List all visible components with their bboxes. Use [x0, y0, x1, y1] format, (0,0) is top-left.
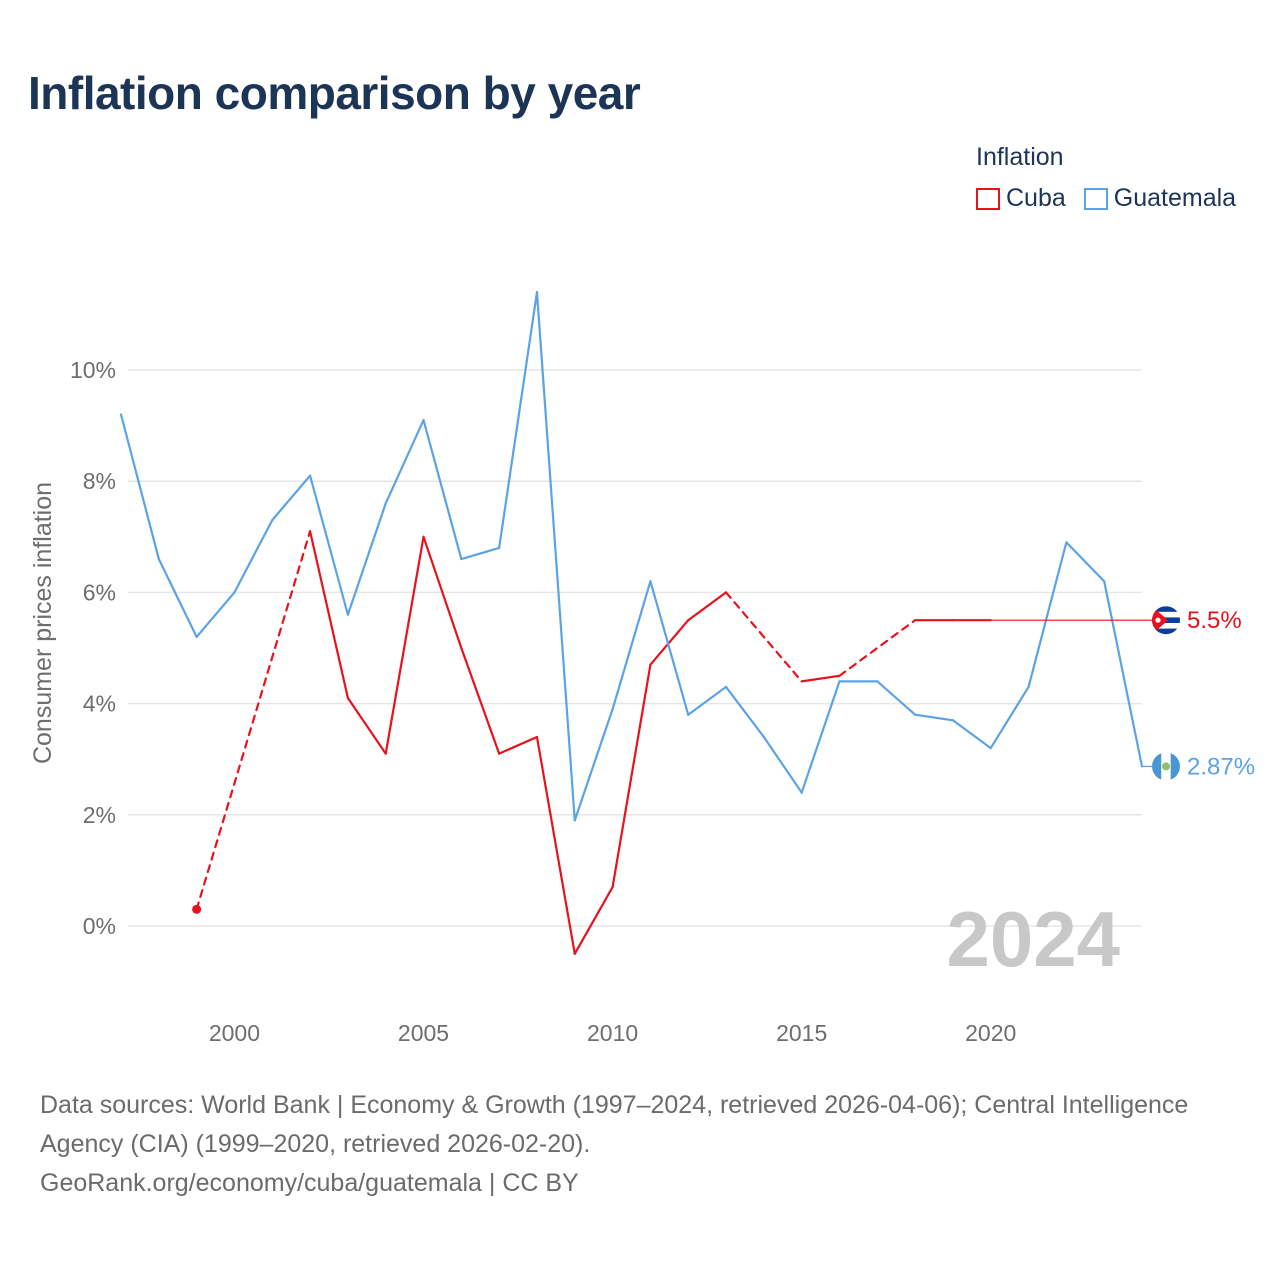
y-tick-label: 0%: [83, 913, 116, 939]
current-year-watermark: 2024: [946, 895, 1120, 983]
x-tick-label: 2005: [398, 1020, 449, 1046]
data-sources: Data sources: World Bank | Economy & Gro…: [40, 1086, 1240, 1203]
cuba-line-segment: [346, 696, 387, 755]
guatemala-line-segment: [1065, 541, 1106, 583]
guatemala-line-segment: [649, 580, 690, 716]
x-tick-label: 2010: [587, 1020, 638, 1046]
legend-label-cuba: Cuba: [1006, 184, 1066, 212]
cuba-line-segment: [573, 885, 614, 955]
legend-title: Inflation: [976, 143, 1064, 171]
guatemala-end-label: 2.87%: [1187, 753, 1255, 780]
y-tick-label: 6%: [83, 579, 116, 605]
x-tick-label: 2015: [776, 1020, 827, 1046]
guatemala-line-segment: [233, 519, 274, 594]
guatemala-line-segment: [687, 685, 728, 716]
guatemala-line-segment: [498, 291, 539, 550]
cuba-line-segment: [384, 535, 425, 755]
guatemala-line-segment: [119, 413, 160, 561]
legend-swatch-cuba: [976, 187, 1000, 210]
cuba-line-segment: [724, 591, 803, 683]
cuba-line-segment: [195, 530, 312, 911]
guatemala-line-segment: [157, 557, 198, 638]
cuba-line-segment: [460, 646, 501, 755]
cuba-line-segment: [535, 735, 576, 955]
guatemala-line-segment: [346, 502, 387, 616]
cuba-line-segment: [687, 591, 728, 622]
legend-swatch-guatemala: [1083, 187, 1108, 210]
guatemala-line-segment: [573, 708, 614, 822]
guatemala-line-segment: [876, 680, 917, 716]
x-tick-label: 2020: [965, 1020, 1016, 1046]
guatemala-line-segment: [195, 591, 236, 638]
guatemala-line-segment: [800, 680, 841, 794]
y-tick-label: 8%: [83, 468, 116, 494]
guatemala-line-segment: [1027, 541, 1068, 689]
guatemala-flag-icon: [1152, 752, 1180, 781]
legend-item-cuba[interactable]: Cuba: [976, 184, 1066, 213]
cuba-line-segment: [611, 663, 652, 889]
cuba-line-segment: [649, 619, 690, 666]
guatemala-line-segment: [384, 418, 425, 505]
x-tick-label: 2000: [209, 1020, 260, 1046]
guatemala-line-segment: [762, 735, 803, 794]
guatemala-line-segment: [460, 546, 501, 561]
cuba-line-segment: [498, 735, 539, 755]
cuba-line-segment: [800, 674, 841, 683]
cuba-start-point: [192, 904, 202, 914]
guatemala-line-segment: [308, 474, 349, 616]
cuba-line-segment: [308, 530, 349, 700]
cuba-line-segment: [422, 535, 463, 650]
cuba-line-segment: [838, 619, 917, 677]
guatemala-line-segment: [1103, 580, 1144, 768]
y-tick-label: 4%: [83, 691, 116, 717]
guatemala-line-segment: [914, 713, 955, 722]
guatemala-line-segment: [611, 580, 652, 711]
cuba-flag-icon: [1152, 606, 1180, 635]
sources-link[interactable]: GeoRank.org/economy/cuba/guatemala | CC …: [40, 1169, 579, 1197]
guatemala-line-segment: [422, 418, 463, 561]
legend-item-guatemala[interactable]: Guatemala: [1083, 184, 1237, 213]
guatemala-line-segment: [724, 685, 765, 739]
y-axis-label: Consumer prices inflation: [29, 482, 57, 764]
chart-title: Inflation comparison by year: [28, 67, 641, 119]
y-tick-label: 10%: [70, 357, 116, 383]
sources-text: Data sources: World Bank | Economy & Gro…: [40, 1091, 1189, 1158]
guatemala-line-segment: [271, 474, 312, 522]
legend-label-guatemala: Guatemala: [1113, 184, 1237, 212]
guatemala-line-segment: [535, 291, 576, 822]
legend: Inflation Cuba Guatemala: [976, 143, 1236, 213]
y-tick-label: 2%: [83, 802, 116, 828]
cuba-end-label: 5.5%: [1187, 607, 1242, 634]
guatemala-line-segment: [951, 719, 992, 750]
guatemala-line-segment: [989, 685, 1030, 750]
